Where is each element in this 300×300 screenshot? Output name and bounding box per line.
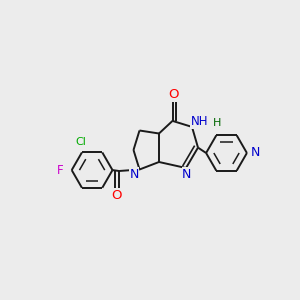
Text: O: O	[168, 88, 178, 101]
Text: Cl: Cl	[75, 137, 86, 147]
Text: N: N	[129, 167, 139, 181]
Text: N: N	[251, 146, 261, 160]
Text: H: H	[212, 118, 221, 128]
Text: O: O	[112, 189, 122, 202]
Text: NH: NH	[191, 115, 208, 128]
Text: N: N	[182, 168, 192, 181]
Text: F: F	[57, 164, 64, 177]
